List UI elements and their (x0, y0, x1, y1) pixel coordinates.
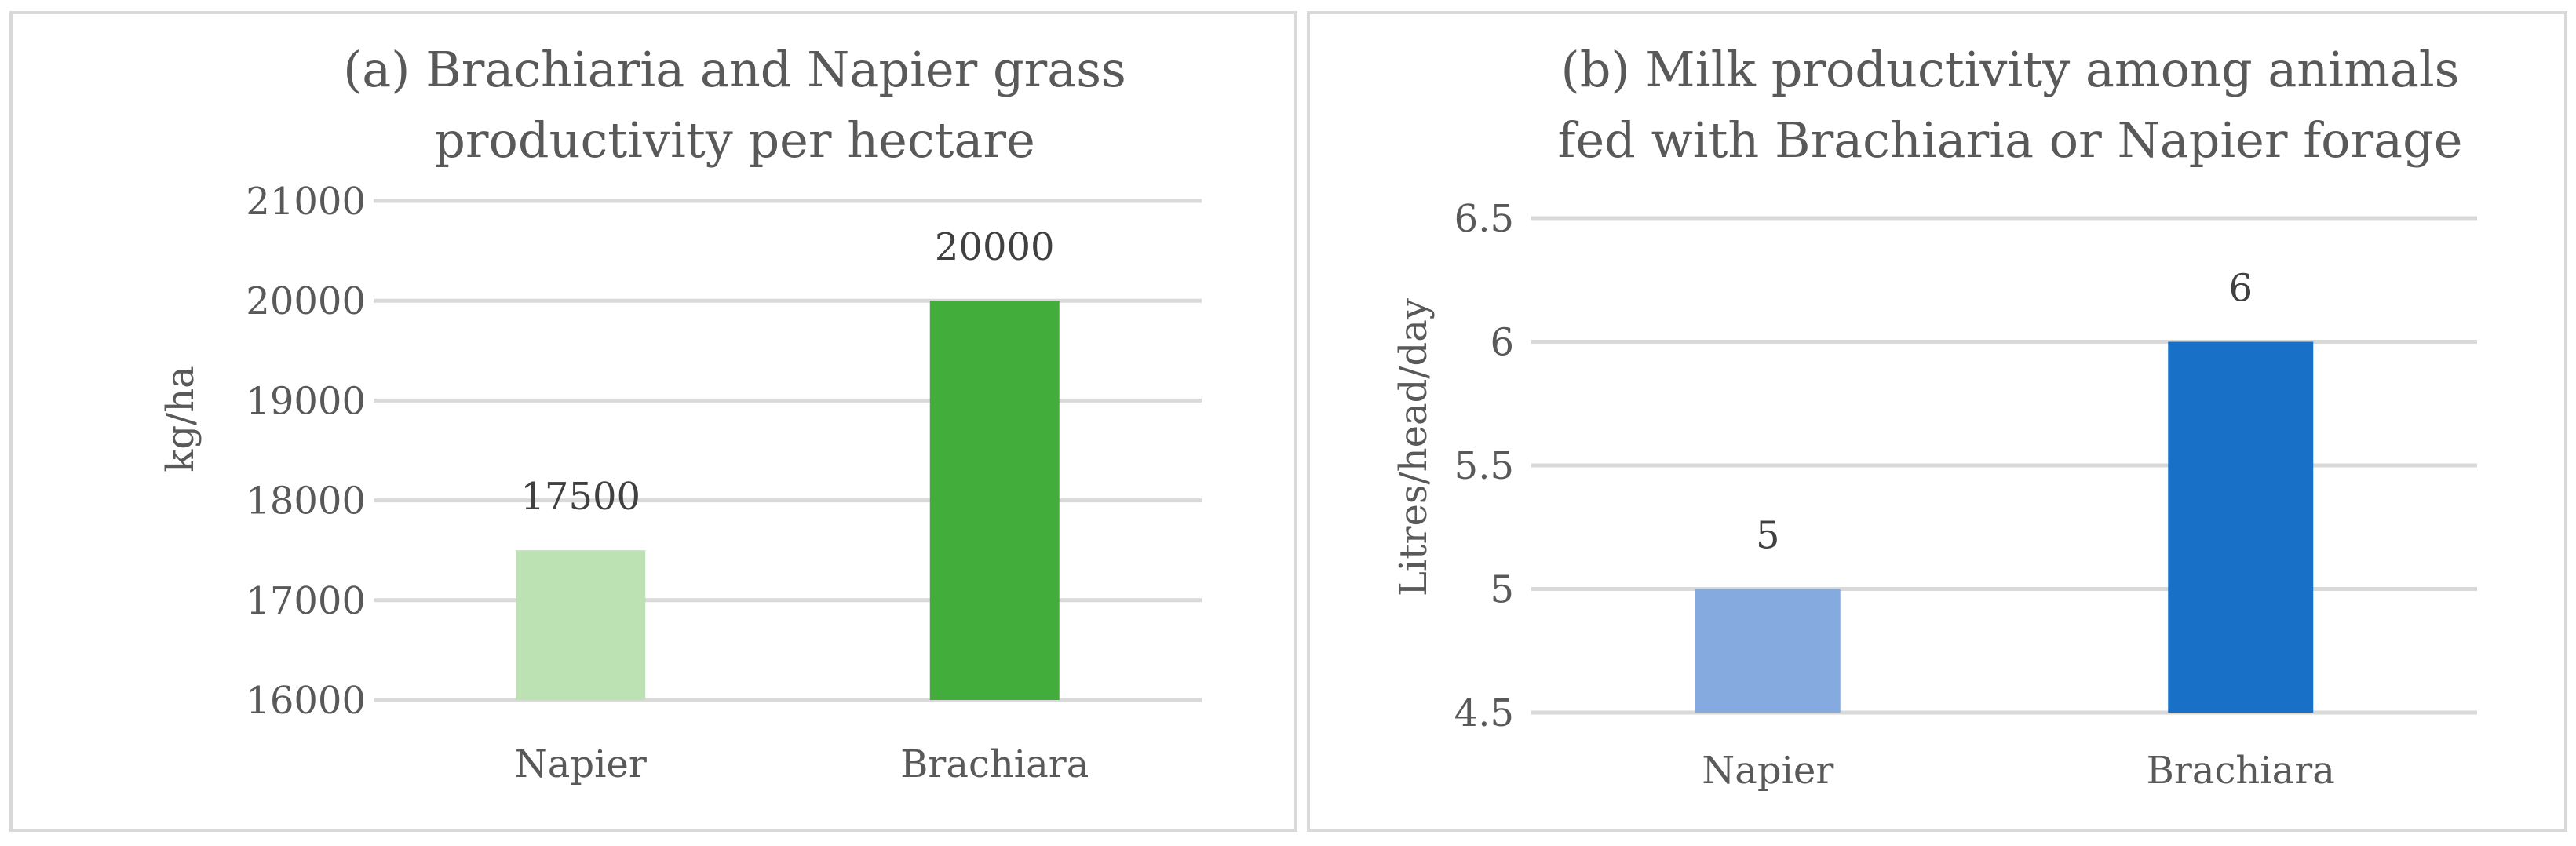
chart-b-y-tick-label: 5.5 (1454, 444, 1514, 488)
chart-b-x-tick-label: Brachiara (2147, 749, 2335, 793)
chart-a-title-line-2: productivity per hectare (434, 111, 1035, 169)
chart-a-data-label: 17500 (520, 475, 640, 519)
chart-b-title-line-2: fed with Brachiaria or Napier forage (1558, 111, 2463, 169)
chart-panel-b: (b) Milk productivity among animals fed … (1307, 11, 2567, 832)
chart-b-data-label: 6 (2228, 267, 2253, 311)
chart-b-y-tick-label: 6 (1490, 321, 1514, 365)
chart-b-data-label: 5 (1756, 514, 1780, 558)
chart-a-bar-brachiara (929, 301, 1060, 700)
chart-a-y-tick-label: 21000 (246, 180, 366, 224)
chart-b-bar-napier (1695, 589, 1841, 713)
chart-a-y-tick-label: 16000 (246, 679, 366, 723)
chart-b-bar-brachiara (2168, 341, 2314, 713)
chart-a-bar-napier (516, 550, 646, 700)
chart-a-svg: (a) Brachiaria and Napier grass producti… (159, 41, 1202, 786)
chart-a-data-label: 20000 (935, 225, 1055, 269)
chart-b-y-axis-label: Litres/head/day (1392, 298, 1436, 596)
chart-a-y-tick-label: 18000 (246, 480, 366, 523)
chart-a-y-axis-label: kg/ha (159, 366, 203, 472)
chart-b-y-tick-label: 5 (1490, 568, 1514, 612)
chart-b-x-tick-label: Napier (1702, 749, 1833, 793)
chart-a-y-tick-label: 19000 (246, 379, 366, 423)
chart-b-y-tick-label: 6.5 (1454, 197, 1514, 241)
chart-b-title-line-1: (b) Milk productivity among animals (1561, 41, 2460, 98)
chart-b-y-tick-label: 4.5 (1454, 691, 1514, 735)
chart-a-title-line-1: (a) Brachiaria and Napier grass (343, 41, 1126, 98)
chart-a-x-tick-label: Brachiara (900, 742, 1089, 786)
chart-a-y-tick-label: 20000 (246, 279, 366, 323)
chart-a-y-tick-label: 17000 (246, 579, 366, 623)
chart-a-x-tick-label: Napier (515, 742, 647, 786)
chart-panel-a: (a) Brachiaria and Napier grass producti… (9, 11, 1297, 832)
chart-b-svg: (b) Milk productivity among animals fed … (1392, 41, 2477, 793)
